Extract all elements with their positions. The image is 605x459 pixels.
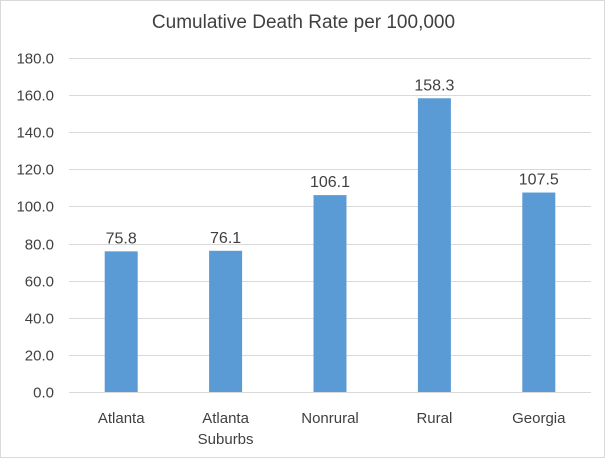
x-tick-label: Atlanta bbox=[202, 410, 249, 427]
x-tick-label: Nonrural bbox=[301, 410, 359, 427]
y-tick-label: 160.0 bbox=[16, 88, 54, 105]
y-tick-label: 40.0 bbox=[25, 311, 54, 328]
x-tick-label: Rural bbox=[416, 410, 452, 427]
x-tick-label: Georgia bbox=[512, 410, 566, 427]
bar bbox=[209, 250, 243, 392]
bar bbox=[417, 98, 451, 392]
data-label: 75.8 bbox=[106, 230, 137, 247]
y-tick-label: 120.0 bbox=[16, 162, 54, 179]
data-label: 76.1 bbox=[210, 230, 241, 247]
y-tick-label: 20.0 bbox=[25, 348, 54, 365]
x-tick-label: Atlanta bbox=[98, 410, 145, 427]
bar bbox=[104, 251, 138, 392]
y-tick-label: 140.0 bbox=[16, 125, 54, 142]
data-label: 107.5 bbox=[519, 172, 559, 189]
y-tick-label: 180.0 bbox=[16, 51, 54, 68]
y-tick-label: 0.0 bbox=[33, 385, 54, 402]
bar bbox=[313, 195, 347, 392]
x-tick-label: Suburbs bbox=[198, 431, 254, 448]
y-tick-label: 100.0 bbox=[16, 199, 54, 216]
chart-title: Cumulative Death Rate per 100,000 bbox=[151, 12, 456, 33]
y-tick-label: 80.0 bbox=[25, 237, 54, 254]
data-label: 106.1 bbox=[310, 174, 350, 191]
bar bbox=[522, 192, 556, 392]
data-label: 158.3 bbox=[414, 77, 454, 94]
y-tick-label: 60.0 bbox=[25, 274, 54, 291]
